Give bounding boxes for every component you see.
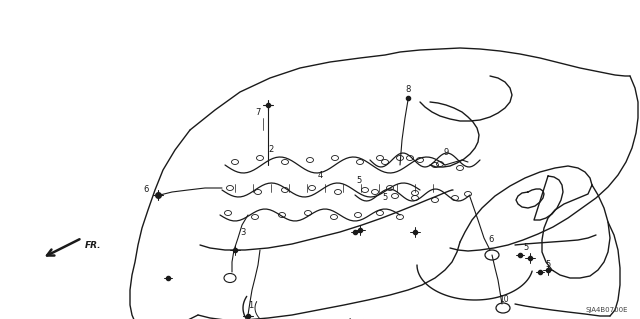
Text: FR.: FR. xyxy=(85,241,102,250)
Text: 8: 8 xyxy=(405,85,410,94)
Text: 1: 1 xyxy=(248,301,253,310)
Text: 6: 6 xyxy=(488,235,493,244)
Text: 5: 5 xyxy=(382,193,387,202)
Text: 7: 7 xyxy=(255,108,260,117)
Text: 9: 9 xyxy=(444,148,449,157)
Text: 3: 3 xyxy=(240,228,245,237)
Text: 2: 2 xyxy=(268,145,273,154)
Text: 4: 4 xyxy=(318,171,323,180)
Text: 5: 5 xyxy=(356,176,361,185)
Text: 6: 6 xyxy=(143,185,148,194)
Text: 10: 10 xyxy=(499,295,509,304)
Text: SJA4B0700E: SJA4B0700E xyxy=(586,307,628,313)
Text: 5: 5 xyxy=(545,260,550,269)
Text: 5: 5 xyxy=(523,243,528,252)
